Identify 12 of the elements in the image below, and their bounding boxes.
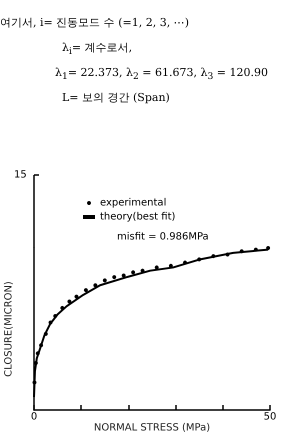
x-tick-label: 0 [30, 412, 38, 422]
text: λ$_{i}$= 계수로서, [61, 40, 134, 60]
y-axis-title: CLOSURE(MICRON) [4, 281, 14, 377]
x-tick-label: 50 [264, 412, 276, 422]
text: 여기서, i= 진동모드 수 (=1, 2, 3, ⋯) [0, 15, 190, 31]
text: misfit = 0.986MPa [117, 232, 209, 242]
text: λ$_{1}$= 22.373, λ$_{2}$ = 61.673, λ$_{3}$ = 120.90 [54, 65, 270, 84]
legend-label: theory(best fit) [100, 212, 176, 222]
x-axis-title: NORMAL STRESS (MPa) [94, 422, 210, 434]
text: 15 [14, 170, 27, 180]
legend-label: experimental [100, 198, 166, 208]
text: L= 보의 경간 (Span) [61, 90, 171, 106]
